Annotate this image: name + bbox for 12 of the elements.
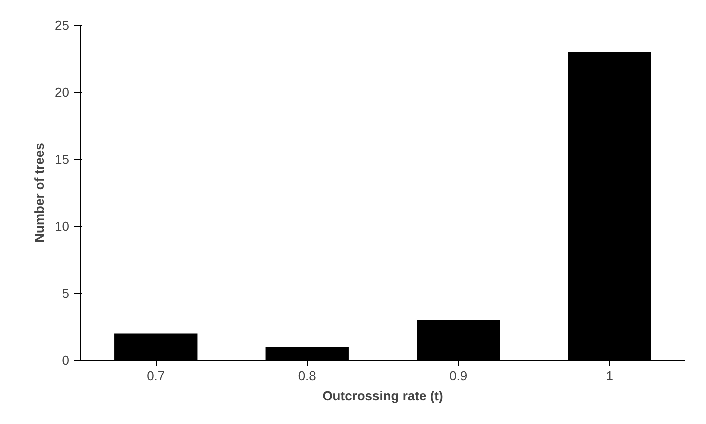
y-tick-label: 5 — [62, 286, 70, 301]
y-tick-label: 15 — [55, 152, 70, 167]
x-axis-title: Outcrossing rate (t) — [322, 388, 444, 404]
x-tick-label: 0.7 — [147, 368, 166, 384]
y-tick-label: 25 — [55, 18, 70, 33]
y-tick-label: 0 — [62, 353, 70, 368]
x-tick-label: 0.9 — [450, 368, 468, 384]
y-tick-label: 20 — [55, 85, 70, 100]
y-axis-title: Number of trees — [32, 143, 48, 243]
y-tick-label: 10 — [55, 219, 70, 234]
x-tick-label: 0.8 — [298, 368, 316, 384]
x-tick-label: 1 — [606, 368, 614, 384]
